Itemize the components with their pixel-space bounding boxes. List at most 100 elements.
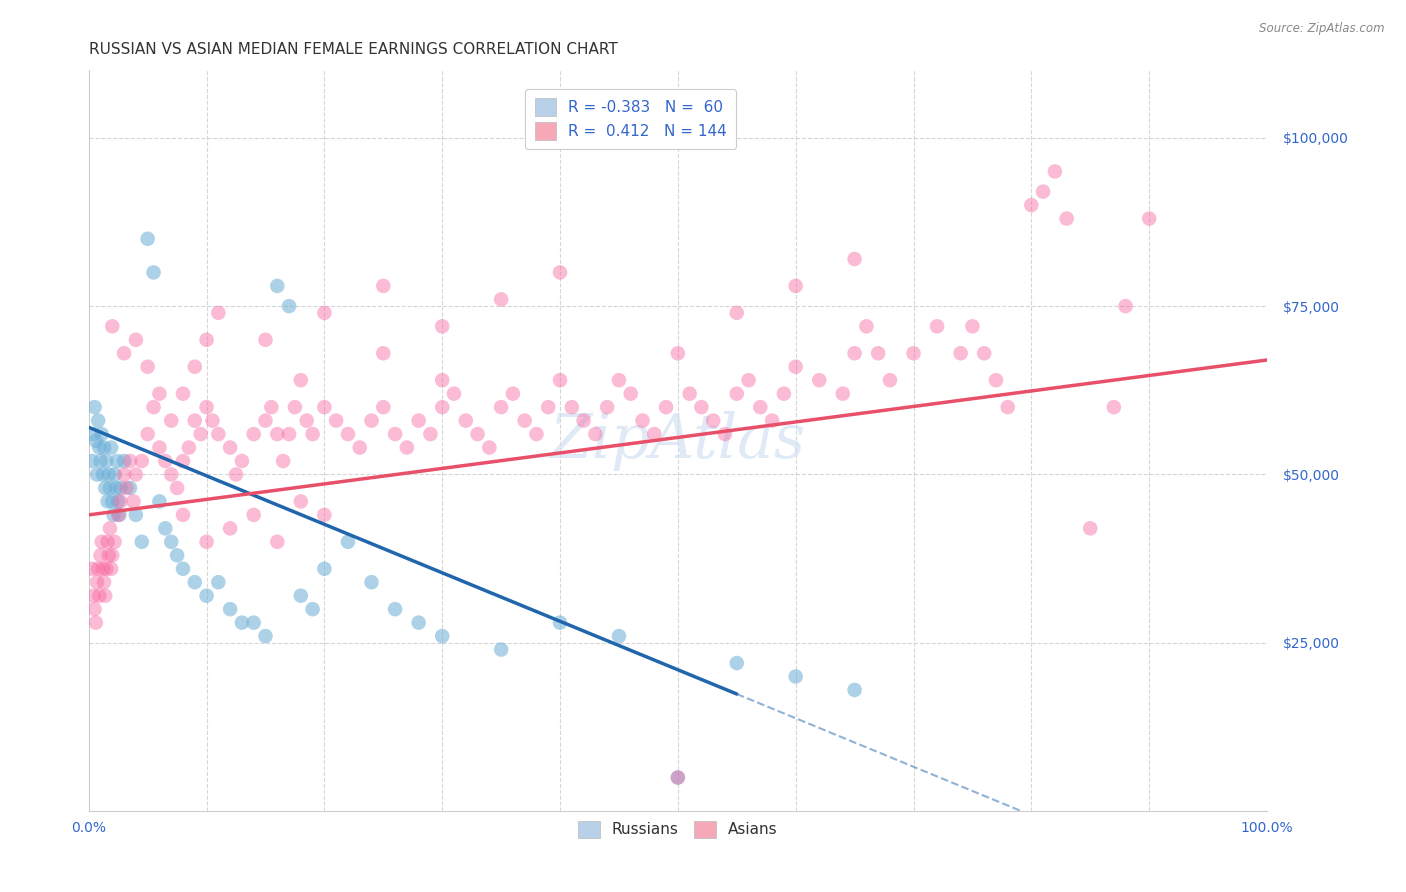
Point (949, 346, 972, 360)
Point (301, 427, 323, 442)
Point (93, 441, 115, 455)
Point (107, 494, 129, 508)
Point (561, 400, 583, 414)
Point (190, 427, 212, 442)
Point (737, 373, 759, 387)
Point (489, 293, 512, 307)
Point (290, 494, 312, 508)
Point (91, 562, 114, 576)
Point (115, 481, 138, 495)
Point (160, 467, 183, 482)
Point (408, 414, 430, 428)
Point (548, 615, 571, 630)
Point (101, 549, 124, 563)
Point (266, 534, 288, 549)
Point (844, 252, 866, 266)
Point (166, 481, 188, 495)
Point (478, 441, 501, 455)
Point (89, 441, 111, 455)
Point (548, 373, 571, 387)
Point (666, 771, 689, 785)
Point (489, 642, 512, 657)
Point (172, 454, 194, 468)
Point (96, 562, 118, 576)
Point (101, 319, 124, 334)
Point (384, 427, 406, 442)
Point (666, 346, 689, 360)
Point (984, 373, 1007, 387)
Point (583, 427, 606, 442)
Point (278, 427, 301, 442)
Point (349, 441, 371, 455)
Point (219, 521, 242, 535)
Point (172, 562, 194, 576)
Point (131, 534, 153, 549)
Point (225, 467, 247, 482)
Point (643, 427, 665, 442)
Point (925, 319, 948, 334)
Point (97, 494, 120, 508)
Point (432, 373, 454, 387)
Point (184, 575, 207, 590)
Point (962, 319, 984, 334)
Point (82, 454, 104, 468)
Point (831, 386, 853, 401)
Point (432, 629, 454, 643)
Point (1115, 299, 1137, 313)
Point (607, 629, 630, 643)
Point (148, 494, 170, 508)
Point (231, 615, 253, 630)
Point (254, 629, 277, 643)
Point (136, 232, 159, 246)
Point (879, 373, 901, 387)
Point (87, 562, 110, 576)
Point (131, 454, 153, 468)
Point (112, 467, 135, 482)
Point (785, 359, 807, 374)
Point (773, 386, 796, 401)
Point (201, 414, 224, 428)
Point (155, 454, 177, 468)
Point (336, 534, 359, 549)
Point (160, 534, 183, 549)
Point (596, 400, 619, 414)
Point (1078, 521, 1101, 535)
Point (82, 562, 104, 576)
Point (125, 508, 148, 522)
Point (219, 602, 242, 616)
Text: ZipAtlas: ZipAtlas (550, 411, 806, 471)
Point (94, 589, 117, 603)
Point (89, 549, 111, 563)
Point (295, 414, 318, 428)
Point (513, 414, 536, 428)
Point (195, 400, 218, 414)
Point (373, 346, 395, 360)
Point (142, 265, 165, 279)
Point (122, 494, 145, 508)
Point (98, 521, 121, 535)
Point (98, 481, 121, 495)
Point (1032, 185, 1054, 199)
Point (785, 279, 807, 293)
Point (93, 575, 115, 590)
Point (678, 386, 700, 401)
Point (725, 306, 748, 320)
Point (136, 359, 159, 374)
Point (125, 467, 148, 482)
Point (808, 373, 831, 387)
Point (107, 508, 129, 522)
Point (136, 427, 159, 442)
Point (242, 508, 264, 522)
Point (219, 441, 242, 455)
Point (172, 508, 194, 522)
Point (110, 494, 132, 508)
Point (997, 400, 1019, 414)
Point (973, 346, 995, 360)
Point (148, 386, 170, 401)
Point (242, 427, 264, 442)
Point (155, 521, 177, 535)
Point (314, 400, 336, 414)
Text: RUSSIAN VS ASIAN MEDIAN FEMALE EARNINGS CORRELATION CHART: RUSSIAN VS ASIAN MEDIAN FEMALE EARNINGS … (89, 42, 617, 57)
Point (467, 427, 489, 442)
Point (325, 414, 347, 428)
